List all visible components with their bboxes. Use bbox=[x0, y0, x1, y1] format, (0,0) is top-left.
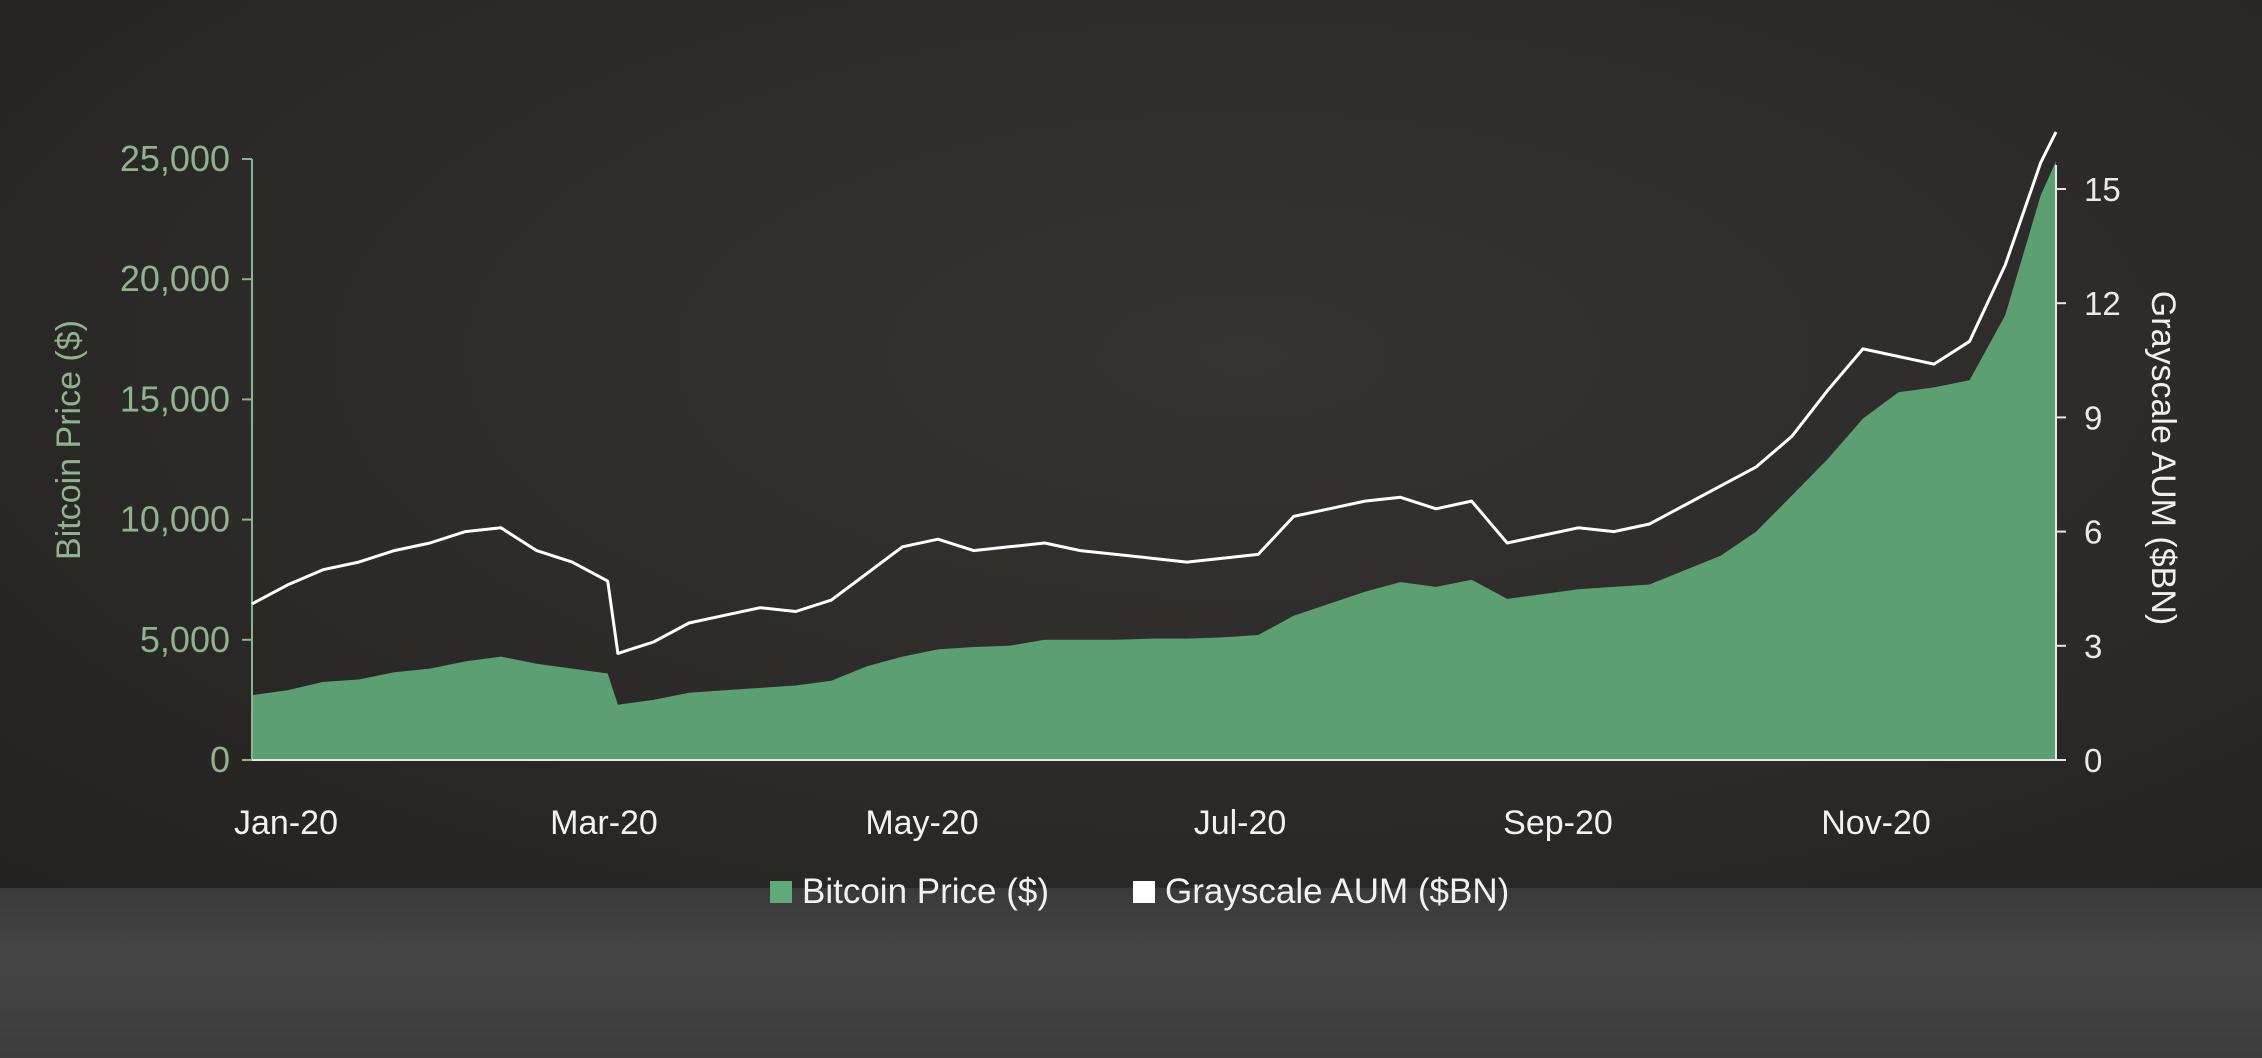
right-tick-label: 12 bbox=[2084, 285, 2121, 322]
bitcoin-price-area-layer bbox=[252, 161, 2056, 760]
left-tick-label: 15,000 bbox=[120, 378, 230, 419]
right-tick-label: 0 bbox=[2084, 742, 2102, 779]
legend-item-grayscale: Grayscale AUM ($BN) bbox=[1133, 872, 1509, 912]
legend-swatch-bitcoin bbox=[770, 881, 792, 903]
paper-fold bbox=[0, 888, 2262, 1058]
x-tick-label: Jul-20 bbox=[1194, 804, 1287, 842]
chart-legend: Bitcoin Price ($) Grayscale AUM ($BN) bbox=[770, 872, 1509, 912]
legend-label-grayscale: Grayscale AUM ($BN) bbox=[1165, 872, 1510, 911]
right-axis-title: Grayscale AUM ($BN) bbox=[2144, 291, 2182, 625]
right-tick-label: 15 bbox=[2084, 171, 2121, 208]
left-tick-label: 0 bbox=[210, 739, 230, 780]
grayscale-aum-line-layer bbox=[251, 131, 2058, 655]
x-tick-label: Nov-20 bbox=[1821, 804, 1931, 842]
left-tick-label: 20,000 bbox=[120, 258, 230, 299]
legend-swatch-grayscale bbox=[1133, 881, 1156, 903]
tick-labels-layer: 0 5,000 10,000 15,000 20,000 25,000 0 3 6 9 12 15 Ja… bbox=[120, 138, 2121, 842]
grayscale-aum-line bbox=[251, 131, 2058, 655]
bitcoin-price-area bbox=[252, 161, 2056, 760]
right-tick-label: 9 bbox=[2084, 399, 2102, 436]
legend-item-bitcoin: Bitcoin Price ($) bbox=[770, 872, 1049, 912]
left-tick-label: 5,000 bbox=[140, 619, 230, 660]
left-tick-label: 25,000 bbox=[120, 138, 230, 179]
x-tick-label: Sep-20 bbox=[1503, 804, 1613, 842]
right-tick-label: 3 bbox=[2084, 628, 2102, 665]
x-tick-label: May-20 bbox=[865, 804, 978, 842]
left-tick-label: 10,000 bbox=[120, 499, 230, 540]
x-tick-label: Mar-20 bbox=[550, 804, 658, 842]
x-tick-label: Jan-20 bbox=[234, 804, 338, 842]
legend-label-bitcoin: Bitcoin Price ($) bbox=[802, 872, 1050, 911]
axes-layer bbox=[242, 158, 2066, 761]
left-axis-title: Bitcoin Price ($) bbox=[50, 320, 88, 560]
right-tick-label: 6 bbox=[2084, 514, 2102, 551]
